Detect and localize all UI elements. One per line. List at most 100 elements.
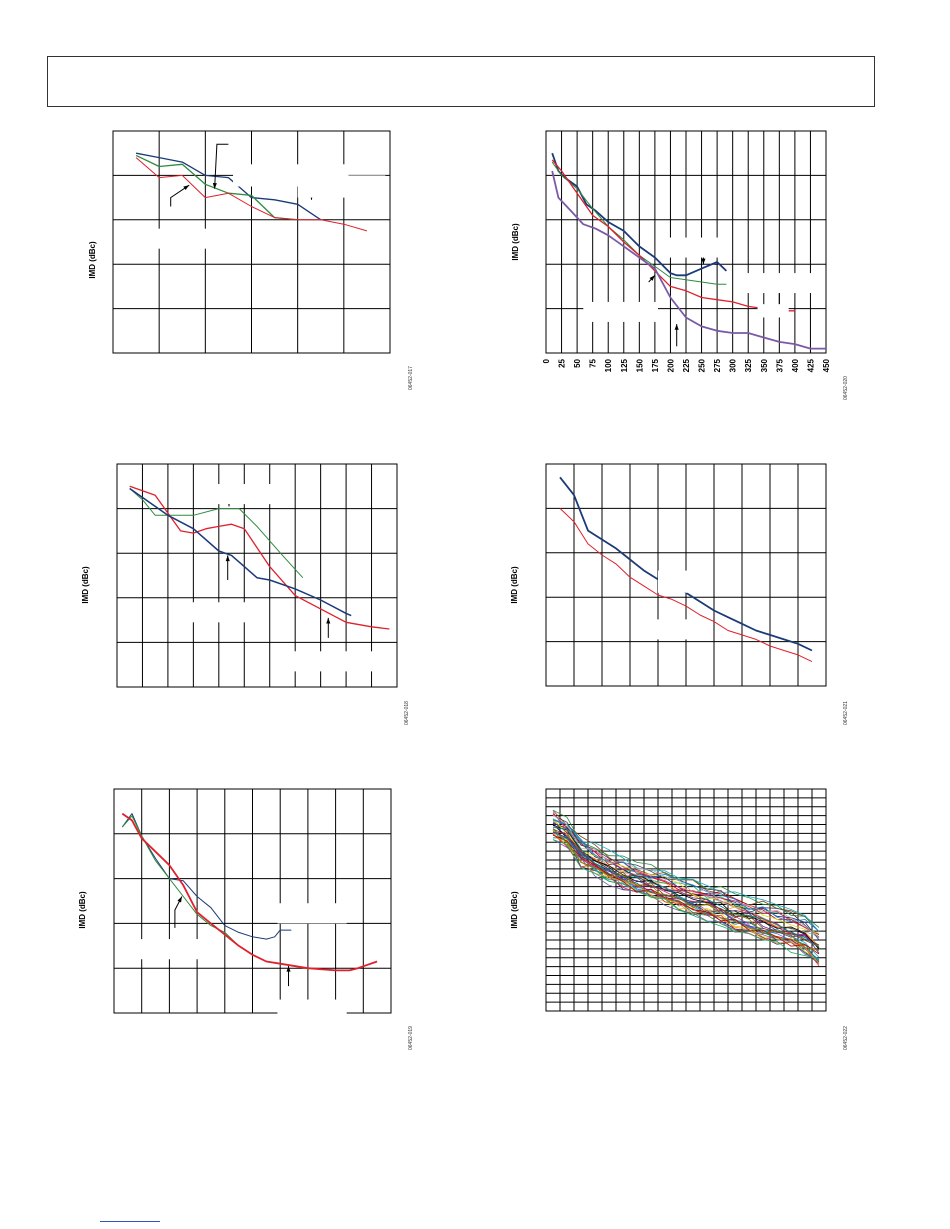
bundle-series-line [552,818,820,934]
bundle-series-line [552,809,820,928]
annotation-label-box [583,301,658,322]
x-tick-label: 425 [806,358,815,372]
y-axis-label: IMD (dBc) [510,566,519,604]
chart-fig22-svg: IMD (dBc) 06452-022 [510,788,849,1050]
x-tick-label: 250 [698,358,707,372]
annotation-label-box [290,651,380,672]
figure-id: 06452-020 [843,376,849,400]
bundle-series-line [552,813,820,935]
chart-fig20-svg: 0 25 50 75 100 125 150 175 200 225 250 275 300 325 350… [511,130,849,400]
figure-id: 06452-021 [843,701,849,725]
series-line-blue [551,152,728,277]
series-line-red [135,157,368,232]
bundle-series-line [552,834,820,955]
series-line-blue [135,152,322,221]
plot-frame [545,130,827,354]
bundle-series-line [552,839,820,960]
x-tick-label: 400 [791,358,800,372]
annotation-label-box [277,999,347,1022]
y-axis-label: IMD (dBc) [78,891,87,929]
annotation-arrow-head [225,555,230,562]
chart-fig18-svg: IMD (dBc) 06452-018 [81,463,410,725]
figure-id: 06452-018 [404,701,410,725]
chart-fig22: IMD (dBc) 06452-022 [500,780,860,1060]
annotation-label-box [646,619,689,640]
x-tick-label: 150 [635,358,644,372]
annotation-arrow-head [649,275,655,281]
figure-id: 06452-017 [408,366,414,390]
x-tick-label: 100 [604,358,613,372]
chart-fig19: IMD (dBc) 06452-019 [70,780,430,1060]
annotation-label-box [664,237,721,258]
bundle-series-line [552,828,820,951]
annotation-arrow-line [214,143,229,189]
x-tick-label: 125 [620,358,629,372]
annotation-label-box [138,939,214,960]
annotation-label-box [131,228,224,249]
x-tick-label: 75 [589,358,598,367]
x-tick-label: 0 [542,358,551,363]
y-axis-label: IMD (dBc) [88,241,97,279]
bundle-series-line [552,832,820,964]
annotation-arrow-head [674,324,679,330]
annotation-arrow-head [177,896,182,903]
x-tick-label: 325 [744,358,753,372]
plot-frame [113,788,392,1014]
annotation-label-box [297,175,386,198]
chart-fig17-svg: IMD (dBc) 06452-017 [88,130,414,390]
bundle-series-line [552,824,820,950]
annotation-label-box [170,602,255,623]
page-header-box [47,56,875,107]
bundle-series-line [552,839,820,960]
x-tick-label: 50 [573,358,582,367]
series-line-red [551,159,795,312]
annotation-arrow-head [701,258,706,265]
x-tick-label: 200 [666,358,675,372]
chart-fig21: IMD (dBc) 06452-021 [500,455,860,735]
y-axis-label: IMD (dBc) [81,566,90,604]
series-line-red [129,485,390,630]
bundle-series-line [552,819,820,932]
bundle-series-line [552,812,820,938]
series-line-red [559,508,813,663]
series-line-blue [559,476,813,652]
plot-frame [545,463,827,687]
series-line-blue [129,487,352,617]
annotation-label-box [213,484,278,505]
annotation-arrow-line [170,184,190,207]
chart-fig21-svg: IMD (dBc) 06452-021 [510,463,849,725]
x-tick-label: 350 [760,358,769,372]
x-tick-label: 300 [729,358,738,372]
x-tick-label: 225 [682,358,691,372]
x-tick-label: 450 [822,358,831,372]
series-line-green [129,488,304,579]
y-axis-label: IMD (dBc) [511,223,520,261]
annotation-label-box [658,570,709,593]
footer-link-underline [100,1221,160,1222]
annotation-arrow-head [286,965,291,972]
annotation-label-box [757,304,789,318]
annotation-arrow-head [183,185,190,191]
plot-frame [116,463,398,688]
series-line-red [121,812,378,972]
x-tick-label: 25 [558,358,567,367]
annotation-label-box [277,903,347,924]
series-line-purple [551,170,826,350]
annotation-arrow-head [212,182,217,189]
bundle-series-line [552,821,820,946]
bundle-series-line [552,820,820,947]
chart-fig17: IMD (dBc) 06452-017 [70,120,430,400]
chart-fig18: IMD (dBc) 06452-018 [70,455,430,735]
annotation-label-box [745,273,820,294]
plot-frame [112,130,391,354]
annotation-arrow-head [326,617,331,624]
plot-frame [545,788,827,1012]
bundle-series-line [552,827,820,948]
chart-fig19-svg: IMD (dBc) 06452-019 [78,788,414,1050]
x-tick-label: 175 [651,358,660,372]
y-axis-label: IMD (dBc) [510,891,519,929]
x-tick-label: 275 [713,358,722,372]
bundle-series-line [552,814,820,939]
series-line-green [135,154,298,221]
bundle-series-line [552,810,820,932]
